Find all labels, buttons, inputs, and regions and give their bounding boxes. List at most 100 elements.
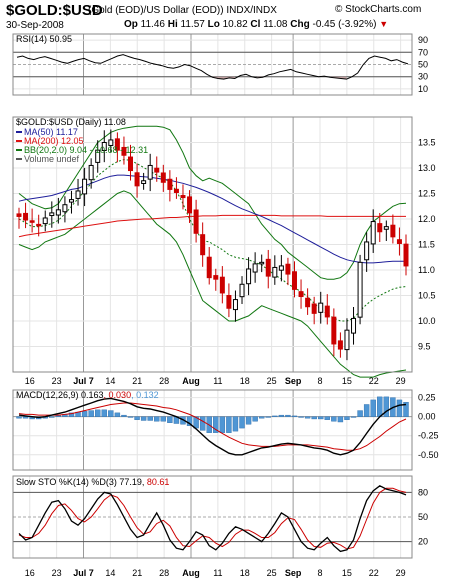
- x-tick-label-bottom: 14: [105, 568, 115, 578]
- macd-histogram-bar: [81, 411, 88, 417]
- candle-body: [23, 212, 29, 221]
- candle-body: [239, 283, 245, 298]
- candle-body: [213, 275, 219, 280]
- sto-tick-label: 80: [418, 487, 428, 497]
- candle-body: [147, 164, 153, 180]
- x-tick-label-bottom: Sep: [285, 568, 302, 578]
- macd-tick-label: -0.50: [418, 450, 439, 460]
- macd-histogram-bar: [121, 414, 127, 417]
- down-arrow-icon: ▼: [379, 19, 389, 29]
- macd-histogram-bar: [213, 416, 219, 433]
- lo-label: Lo: [207, 19, 220, 30]
- candle-body: [108, 139, 114, 146]
- x-tick-label: 15: [342, 376, 352, 386]
- macd-histogram-bar: [383, 396, 390, 417]
- legend-entry: MA(50) 11.17: [24, 127, 78, 137]
- candle-body: [16, 213, 22, 217]
- candle-body: [42, 217, 48, 225]
- macd-histogram-bar: [298, 416, 304, 418]
- hi-label: Hi: [167, 19, 178, 30]
- candle-body: [219, 276, 225, 294]
- candle-body: [291, 271, 297, 290]
- candle-body: [75, 190, 81, 199]
- price-tick-label: 10.0: [418, 316, 436, 326]
- candle-body: [114, 138, 120, 151]
- candle-body: [226, 295, 232, 309]
- macd-histogram-bar: [370, 399, 376, 417]
- macd-histogram-bar: [140, 416, 147, 421]
- price-tick-label: 12.5: [418, 189, 436, 199]
- chg-value: -0.45 (-3.92%): [312, 19, 377, 30]
- x-tick-label-bottom: 28: [159, 568, 169, 578]
- x-tick-label-bottom: Aug: [182, 568, 200, 578]
- macd-histogram-bar: [160, 416, 167, 422]
- macd-line: [18, 397, 407, 456]
- candle-body: [311, 303, 317, 314]
- candle-body: [259, 261, 265, 265]
- lo-value: 10.82: [222, 19, 248, 30]
- x-tick-label-bottom: 16: [25, 568, 35, 578]
- rsi-tick-label: 30: [418, 72, 428, 82]
- macd-histogram-bar: [396, 399, 403, 417]
- macd-histogram-bar: [95, 409, 101, 417]
- x-tick-label: 25: [267, 376, 277, 386]
- candle-body: [298, 291, 304, 298]
- macd-histogram-bar: [285, 414, 291, 417]
- candle-body: [331, 316, 337, 345]
- op-label: Op: [124, 19, 138, 30]
- candle-body: [134, 172, 140, 187]
- macd-histogram-bar: [350, 416, 357, 418]
- macd-histogram-bar: [363, 404, 370, 417]
- rsi-line: [16, 54, 409, 80]
- candle-body: [278, 265, 284, 271]
- macd-histogram-bar: [252, 416, 258, 422]
- x-tick-label-bottom: 25: [267, 568, 277, 578]
- candle-body: [154, 167, 160, 173]
- rsi-tick-label: 90: [418, 35, 428, 45]
- x-tick-label: 21: [132, 376, 142, 386]
- macd-histogram-bar: [127, 416, 134, 418]
- candle-body: [29, 220, 35, 223]
- price-tick-label: 9.5: [418, 342, 431, 352]
- macd-histogram-bar: [147, 416, 153, 421]
- price-tick-label: 13.0: [418, 163, 436, 173]
- macd-signal-line: [18, 402, 407, 451]
- x-tick-label: 23: [52, 376, 62, 386]
- macd-tick-label: -0.25: [418, 431, 439, 441]
- x-tick-label: Jul 7: [73, 376, 94, 386]
- macd-histogram-bar: [232, 416, 239, 432]
- x-tick-label-bottom: 23: [52, 568, 62, 578]
- candle-body: [344, 329, 350, 351]
- candle-body: [265, 258, 271, 277]
- candle-body: [200, 234, 206, 256]
- macd-histogram-bar: [337, 416, 344, 423]
- candle-body: [252, 263, 258, 273]
- candle-body: [377, 223, 383, 233]
- macd-histogram-bar: [22, 416, 29, 419]
- macd-histogram-bar: [304, 416, 311, 419]
- candle-body: [318, 302, 324, 313]
- candle-body: [68, 199, 74, 203]
- macd-histogram-bar: [49, 416, 55, 418]
- rsi-tick-label: 10: [418, 84, 428, 94]
- macd-histogram-bar: [134, 416, 140, 420]
- candle-body: [232, 299, 238, 311]
- ma200-line: [18, 214, 406, 238]
- copyright[interactable]: © StockCharts.com: [335, 4, 421, 15]
- rsi-panel-frame: [12, 33, 413, 96]
- candle-body: [160, 172, 166, 183]
- x-tick-label: 28: [159, 376, 169, 386]
- sto-panel-frame: [12, 475, 413, 559]
- candle-body: [370, 221, 376, 245]
- candle-body: [390, 224, 396, 238]
- candle-body: [324, 305, 330, 318]
- macd-histogram-bar: [272, 415, 278, 417]
- bb-upper-line: [18, 125, 407, 280]
- symbol-description: (Gold (EOD)/US Dollar (EOD)) INDX/INDX: [88, 5, 277, 16]
- x-tick-label: Sep: [285, 376, 302, 386]
- macd-histogram-bar: [324, 416, 330, 420]
- candle-body: [173, 188, 179, 193]
- x-tick-label: 29: [396, 376, 406, 386]
- x-tick-label: 22: [369, 376, 379, 386]
- macd-tick-label: 0.00: [418, 412, 436, 422]
